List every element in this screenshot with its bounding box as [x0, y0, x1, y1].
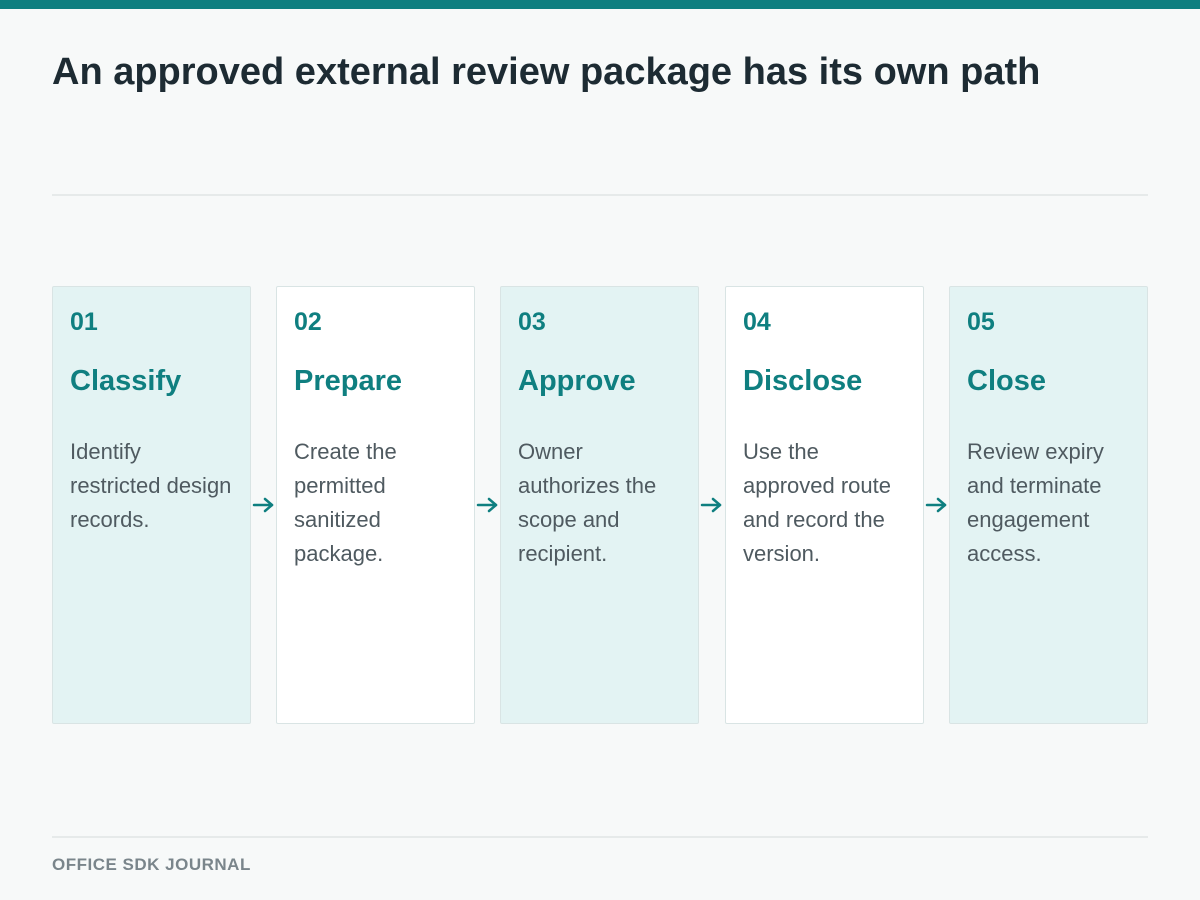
- step-card-prepare: 02 Prepare Create the permitted sanitize…: [276, 286, 475, 724]
- step-name: Classify: [70, 365, 182, 397]
- step-name: Close: [967, 365, 1046, 397]
- arrow-right-icon: [925, 497, 947, 513]
- page-title: An approved external review package has …: [52, 51, 1041, 93]
- arrow-right-icon: [700, 497, 722, 513]
- step-number: 02: [294, 308, 322, 336]
- footer-brand: OFFICE SDK JOURNAL: [52, 855, 251, 874]
- step-card-disclose: 04 Disclose Use the approved route and r…: [725, 286, 924, 724]
- step-name: Prepare: [294, 365, 403, 397]
- arrow-right-icon: [476, 497, 498, 513]
- step-description: Identify restricted design records.: [70, 439, 232, 532]
- step-number: 01: [70, 308, 98, 336]
- step-description: Create the permitted sanitized package.: [294, 439, 397, 566]
- step-name: Disclose: [743, 365, 863, 397]
- step-card-classify: 01 Classify Identify restricted design r…: [52, 286, 251, 724]
- step-description: Owner authorizes the scope and recipient…: [518, 439, 657, 566]
- step-card-approve: 03 Approve Owner authorizes the scope an…: [500, 286, 699, 724]
- process-flow: 01 Classify Identify restricted design r…: [52, 286, 1148, 724]
- step-description: Review expiry and terminate engagement a…: [967, 439, 1104, 566]
- top-accent-bar: [0, 0, 1200, 9]
- step-description: Use the approved route and record the ve…: [743, 439, 891, 566]
- step-number: 05: [967, 308, 995, 336]
- step-card-close: 05 Close Review expiry and terminate eng…: [949, 286, 1148, 724]
- footer-divider: [52, 836, 1148, 838]
- step-number: 04: [743, 308, 771, 336]
- arrow-right-icon: [252, 497, 274, 513]
- step-name: Approve: [518, 365, 636, 397]
- header-divider: [52, 194, 1148, 196]
- step-number: 03: [518, 308, 546, 336]
